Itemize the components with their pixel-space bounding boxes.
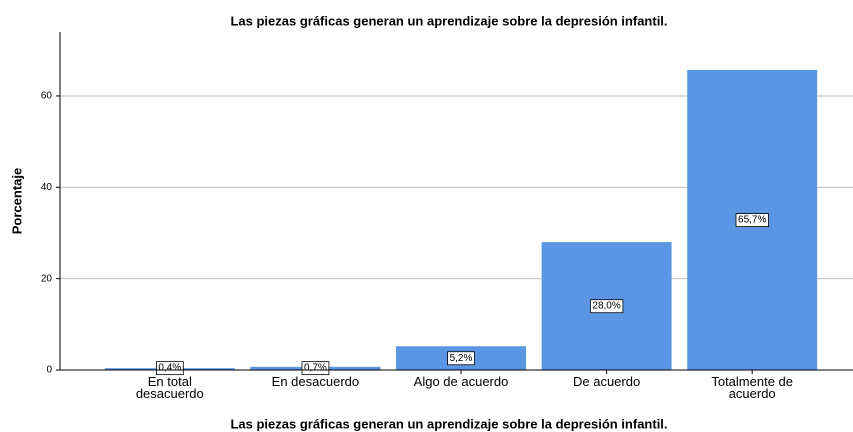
value-label-box bbox=[301, 361, 330, 376]
x-tick-label: De acuerdo bbox=[572, 374, 641, 389]
y-tick-label: 60 bbox=[41, 91, 53, 102]
value-label-box bbox=[590, 299, 624, 314]
x-axis-label: Las piezas gráficas generan un aprendiza… bbox=[230, 416, 667, 431]
chart-title: Las piezas gráficas generan un aprendiza… bbox=[230, 13, 667, 28]
value-label: 0,4% bbox=[158, 363, 181, 374]
value-label: 5,2% bbox=[450, 353, 473, 364]
value-label: 65,7% bbox=[738, 215, 766, 226]
value-label: 0,7% bbox=[304, 363, 327, 374]
value-label-box bbox=[156, 361, 184, 376]
value-label-box bbox=[735, 213, 769, 227]
x-tick-label: En desacuerdo bbox=[271, 374, 360, 389]
value-label-box bbox=[447, 351, 475, 366]
y-tick-label: 40 bbox=[41, 182, 53, 193]
x-tick-label: Totalmente de acuerdo bbox=[711, 374, 794, 401]
y-tick-label: 20 bbox=[41, 273, 53, 284]
y-tick-label: 0 bbox=[46, 365, 52, 376]
x-tick-label: Algo de acuerdo bbox=[413, 374, 509, 389]
x-tick-label: En total desacuerdo bbox=[135, 374, 204, 401]
value-label: 28,0% bbox=[592, 301, 620, 312]
y-axis-label: Porcentaje bbox=[9, 168, 24, 234]
